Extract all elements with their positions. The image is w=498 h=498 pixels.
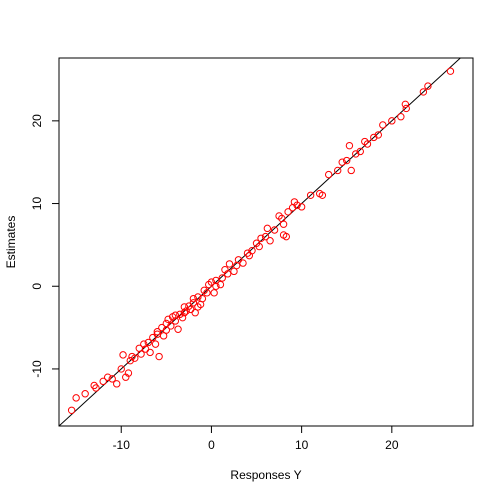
point [374,131,382,139]
point [338,158,346,166]
point [174,325,182,333]
x-tick-label: 10 [295,438,309,452]
point [345,141,354,150]
point [352,150,360,158]
point [207,278,216,286]
point [137,350,145,358]
point [153,328,162,336]
point [144,338,152,347]
point [171,311,180,319]
point [245,251,254,260]
point [306,191,315,199]
point [104,373,112,381]
point [158,323,166,332]
point [318,191,327,199]
point [223,270,232,278]
point [218,274,226,282]
point [113,380,121,388]
point [347,166,355,175]
point [266,237,274,245]
point [126,356,134,365]
point [212,282,220,290]
point [117,365,125,373]
point [255,242,263,251]
y-axis-title: Estimates [4,216,18,269]
point [334,166,342,175]
point [343,156,351,165]
point [153,330,162,338]
x-axis-title: Responses Y [230,468,301,482]
point [210,289,218,297]
point [216,280,225,289]
point [225,260,234,268]
point [419,88,428,96]
point [212,276,220,285]
point [293,201,301,209]
x-tick-label: 0 [208,438,215,452]
point [203,289,211,297]
point [284,208,292,216]
point [402,104,410,113]
point [164,315,172,324]
reference-line [59,58,462,426]
point [198,294,207,303]
point [263,224,272,233]
point [261,232,270,241]
point [230,267,238,276]
point [99,377,107,386]
point [92,384,100,392]
plot-frame [58,57,474,427]
point [146,348,154,357]
point [446,67,455,75]
point [278,214,286,223]
point [379,121,387,129]
plot-area [59,58,462,426]
y-tick-label: 0 [30,283,44,290]
point [151,340,160,348]
y-tick-label: 10 [30,197,44,211]
point [171,317,180,325]
point [140,340,148,348]
point [189,294,198,303]
point [282,232,290,241]
point [424,82,432,90]
point [401,100,410,109]
point [72,394,80,402]
point [108,375,116,383]
point [191,309,199,317]
point [124,369,133,377]
point [388,117,396,125]
point [167,322,175,330]
point [297,203,306,211]
point [180,309,189,317]
point [119,351,127,359]
x-tick-label: 20 [385,438,399,452]
point [232,261,241,270]
point [189,299,198,307]
point [356,147,364,156]
point [178,313,187,322]
point [155,352,163,361]
point [324,170,333,179]
point [239,259,247,267]
point [194,293,202,301]
point [81,390,89,398]
point [131,354,139,362]
point [257,234,265,242]
y-tick-label: 20 [30,114,44,128]
point [194,303,202,311]
point [270,226,279,234]
point [162,319,171,328]
point [363,140,372,148]
y-tick-label: -10 [30,360,44,378]
point [397,113,405,121]
point [180,303,189,311]
point [370,133,378,142]
point [67,406,76,414]
x-tick-label: -10 [113,438,131,452]
